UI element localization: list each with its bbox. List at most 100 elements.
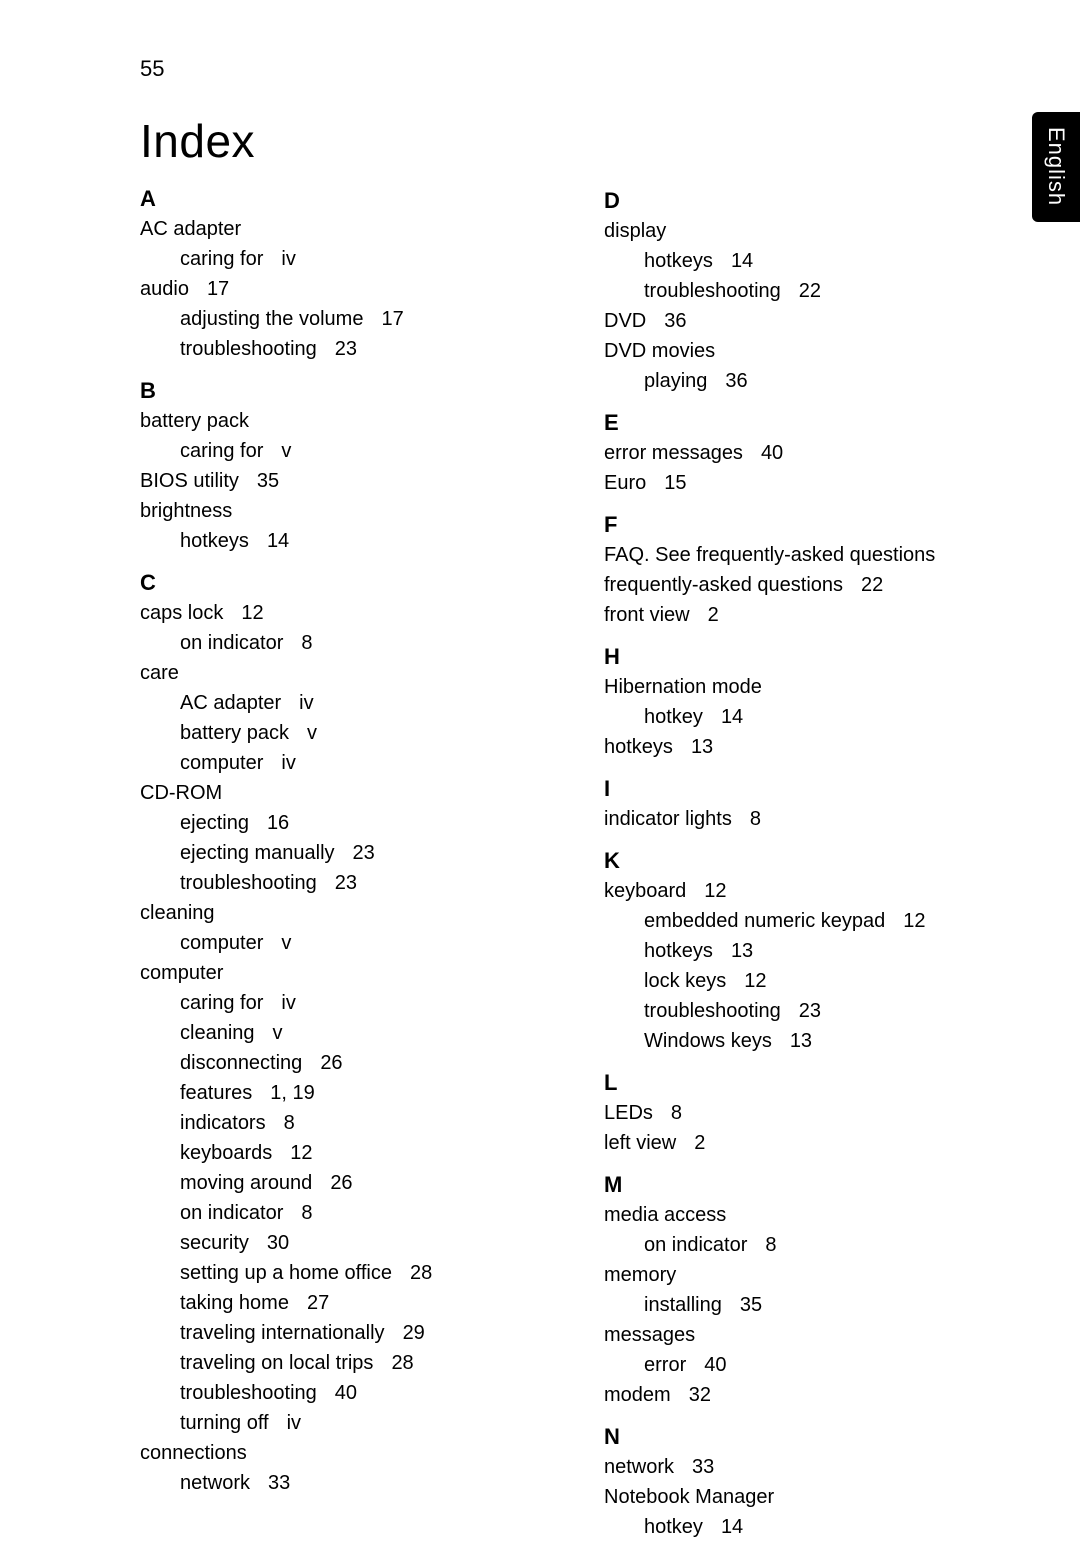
index-entry: front view2 <box>604 600 1020 630</box>
index-subentry-text: computer <box>180 932 263 954</box>
index-subentry-page: v <box>281 440 291 462</box>
index-entry-page: 35 <box>257 470 279 492</box>
index-subentry-page: 40 <box>335 1382 357 1404</box>
index-subentry-page: 8 <box>301 632 312 654</box>
index-entry-text: computer <box>140 962 223 984</box>
index-entry: Euro15 <box>604 468 1020 498</box>
index-subentry: troubleshooting23 <box>140 868 556 898</box>
index-letter: D <box>604 188 1020 214</box>
index-subentry-page: 33 <box>268 1472 290 1494</box>
index-entry: hotkeys 13 <box>604 732 1020 762</box>
index-entry: care <box>140 658 556 688</box>
index-entry: Notebook Manager <box>604 1482 1020 1512</box>
index-entry-text: BIOS utility <box>140 470 239 492</box>
index-letter: L <box>604 1070 1020 1096</box>
index-subentry-page: 8 <box>284 1112 295 1134</box>
index-entry-text: AC adapter <box>140 218 241 240</box>
index-subentry-text: disconnecting <box>180 1052 302 1074</box>
index-entry: memory <box>604 1260 1020 1290</box>
index-subentry-text: hotkeys <box>644 940 713 962</box>
index-subentry-text: on indicator <box>644 1234 747 1256</box>
index-subentry-text: adjusting the volume <box>180 308 363 330</box>
index-subentry-text: AC adapter <box>180 692 281 714</box>
index-subentry-text: troubleshooting <box>644 280 781 302</box>
index-subentry: features1, 19 <box>140 1078 556 1108</box>
index-entry-text: keyboard <box>604 880 686 902</box>
index-entry-text: Euro <box>604 472 646 494</box>
index-subentry-page: 16 <box>267 812 289 834</box>
index-entry: FAQ. See frequently-asked questions <box>604 540 1020 570</box>
index-entry: caps lock12 <box>140 598 556 628</box>
index-subentry-text: troubleshooting <box>180 872 317 894</box>
index-columns: AAC adaptercaring forivaudio17adjusting … <box>140 186 1020 1542</box>
index-subentry: on indicator 8 <box>140 1198 556 1228</box>
index-subentry: hotkeys 14 <box>140 526 556 556</box>
index-entry: error messages40 <box>604 438 1020 468</box>
index-subentry-text: on indicator <box>180 1202 283 1224</box>
index-subentry-page: 23 <box>799 1000 821 1022</box>
index-subentry-page: 36 <box>725 370 747 392</box>
index-entry-text: media access <box>604 1204 726 1226</box>
index-subentry-page: iv <box>281 752 295 774</box>
index-subentry-text: keyboards <box>180 1142 272 1164</box>
index-letter: B <box>140 378 556 404</box>
index-subentry-text: on indicator <box>180 632 283 654</box>
index-subentry-text: lock keys <box>644 970 726 992</box>
index-subentry: hotkeys14 <box>604 246 1020 276</box>
index-subentry: traveling on local trips 28 <box>140 1348 556 1378</box>
index-entry: display <box>604 216 1020 246</box>
index-entry-page: 32 <box>689 1384 711 1406</box>
index-entry-text: network <box>604 1456 674 1478</box>
index-subentry-page: 14 <box>267 530 289 552</box>
index-subentry-page: 8 <box>301 1202 312 1224</box>
index-entry: DVD movies <box>604 336 1020 366</box>
index-subentry-page: 13 <box>731 940 753 962</box>
index-subentry-page: iv <box>287 1412 301 1434</box>
index-subentry-text: cleaning <box>180 1022 255 1044</box>
index-subentry: installing35 <box>604 1290 1020 1320</box>
index-entry-text: connections <box>140 1442 247 1464</box>
index-subentry-page: 8 <box>765 1234 776 1256</box>
index-subentry-page: 23 <box>353 842 375 864</box>
index-subentry-page: 14 <box>721 1516 743 1538</box>
index-letter: K <box>604 848 1020 874</box>
index-subentry: ejecting 16 <box>140 808 556 838</box>
index-entry-text: memory <box>604 1264 676 1286</box>
index-entry-text: caps lock <box>140 602 223 624</box>
index-subentry: setting up a home office28 <box>140 1258 556 1288</box>
index-subentry: taking home 27 <box>140 1288 556 1318</box>
index-subentry-text: hotkey <box>644 1516 703 1538</box>
index-subentry-page: 28 <box>391 1352 413 1374</box>
index-subentry-page: 30 <box>267 1232 289 1254</box>
index-entry-text: brightness <box>140 500 232 522</box>
index-subentry: disconnecting26 <box>140 1048 556 1078</box>
index-entry: modem32 <box>604 1380 1020 1410</box>
index-subentry-text: security <box>180 1232 249 1254</box>
index-letter: E <box>604 410 1020 436</box>
index-entry-text: DVD movies <box>604 340 715 362</box>
index-entry-page: 36 <box>664 310 686 332</box>
index-entry: network33 <box>604 1452 1020 1482</box>
index-subentry-page: 40 <box>704 1354 726 1376</box>
index-subentry-text: hotkeys <box>180 530 249 552</box>
index-subentry-page: iv <box>299 692 313 714</box>
language-tab-label: English <box>1043 127 1069 206</box>
index-subentry-text: taking home <box>180 1292 289 1314</box>
index-entry-text: hotkeys <box>604 736 673 758</box>
index-subentry: hotkeys 13 <box>604 936 1020 966</box>
index-subentry-text: traveling on local trips <box>180 1352 373 1374</box>
index-entry-page: 13 <box>691 736 713 758</box>
index-entry-page: 12 <box>704 880 726 902</box>
index-entry-page: 22 <box>861 574 883 596</box>
index-subentry: computeriv <box>140 748 556 778</box>
index-subentry-page: v <box>273 1022 283 1044</box>
index-subentry-text: ejecting <box>180 812 249 834</box>
index-subentry: ejecting manually23 <box>140 838 556 868</box>
index-subentry-page: 12 <box>290 1142 312 1164</box>
index-entry-page: 17 <box>207 278 229 300</box>
index-subentry-page: 27 <box>307 1292 329 1314</box>
index-entry: connections <box>140 1438 556 1468</box>
index-subentry-page: 12 <box>744 970 766 992</box>
index-subentry: playing36 <box>604 366 1020 396</box>
index-subentry: adjusting the volume17 <box>140 304 556 334</box>
